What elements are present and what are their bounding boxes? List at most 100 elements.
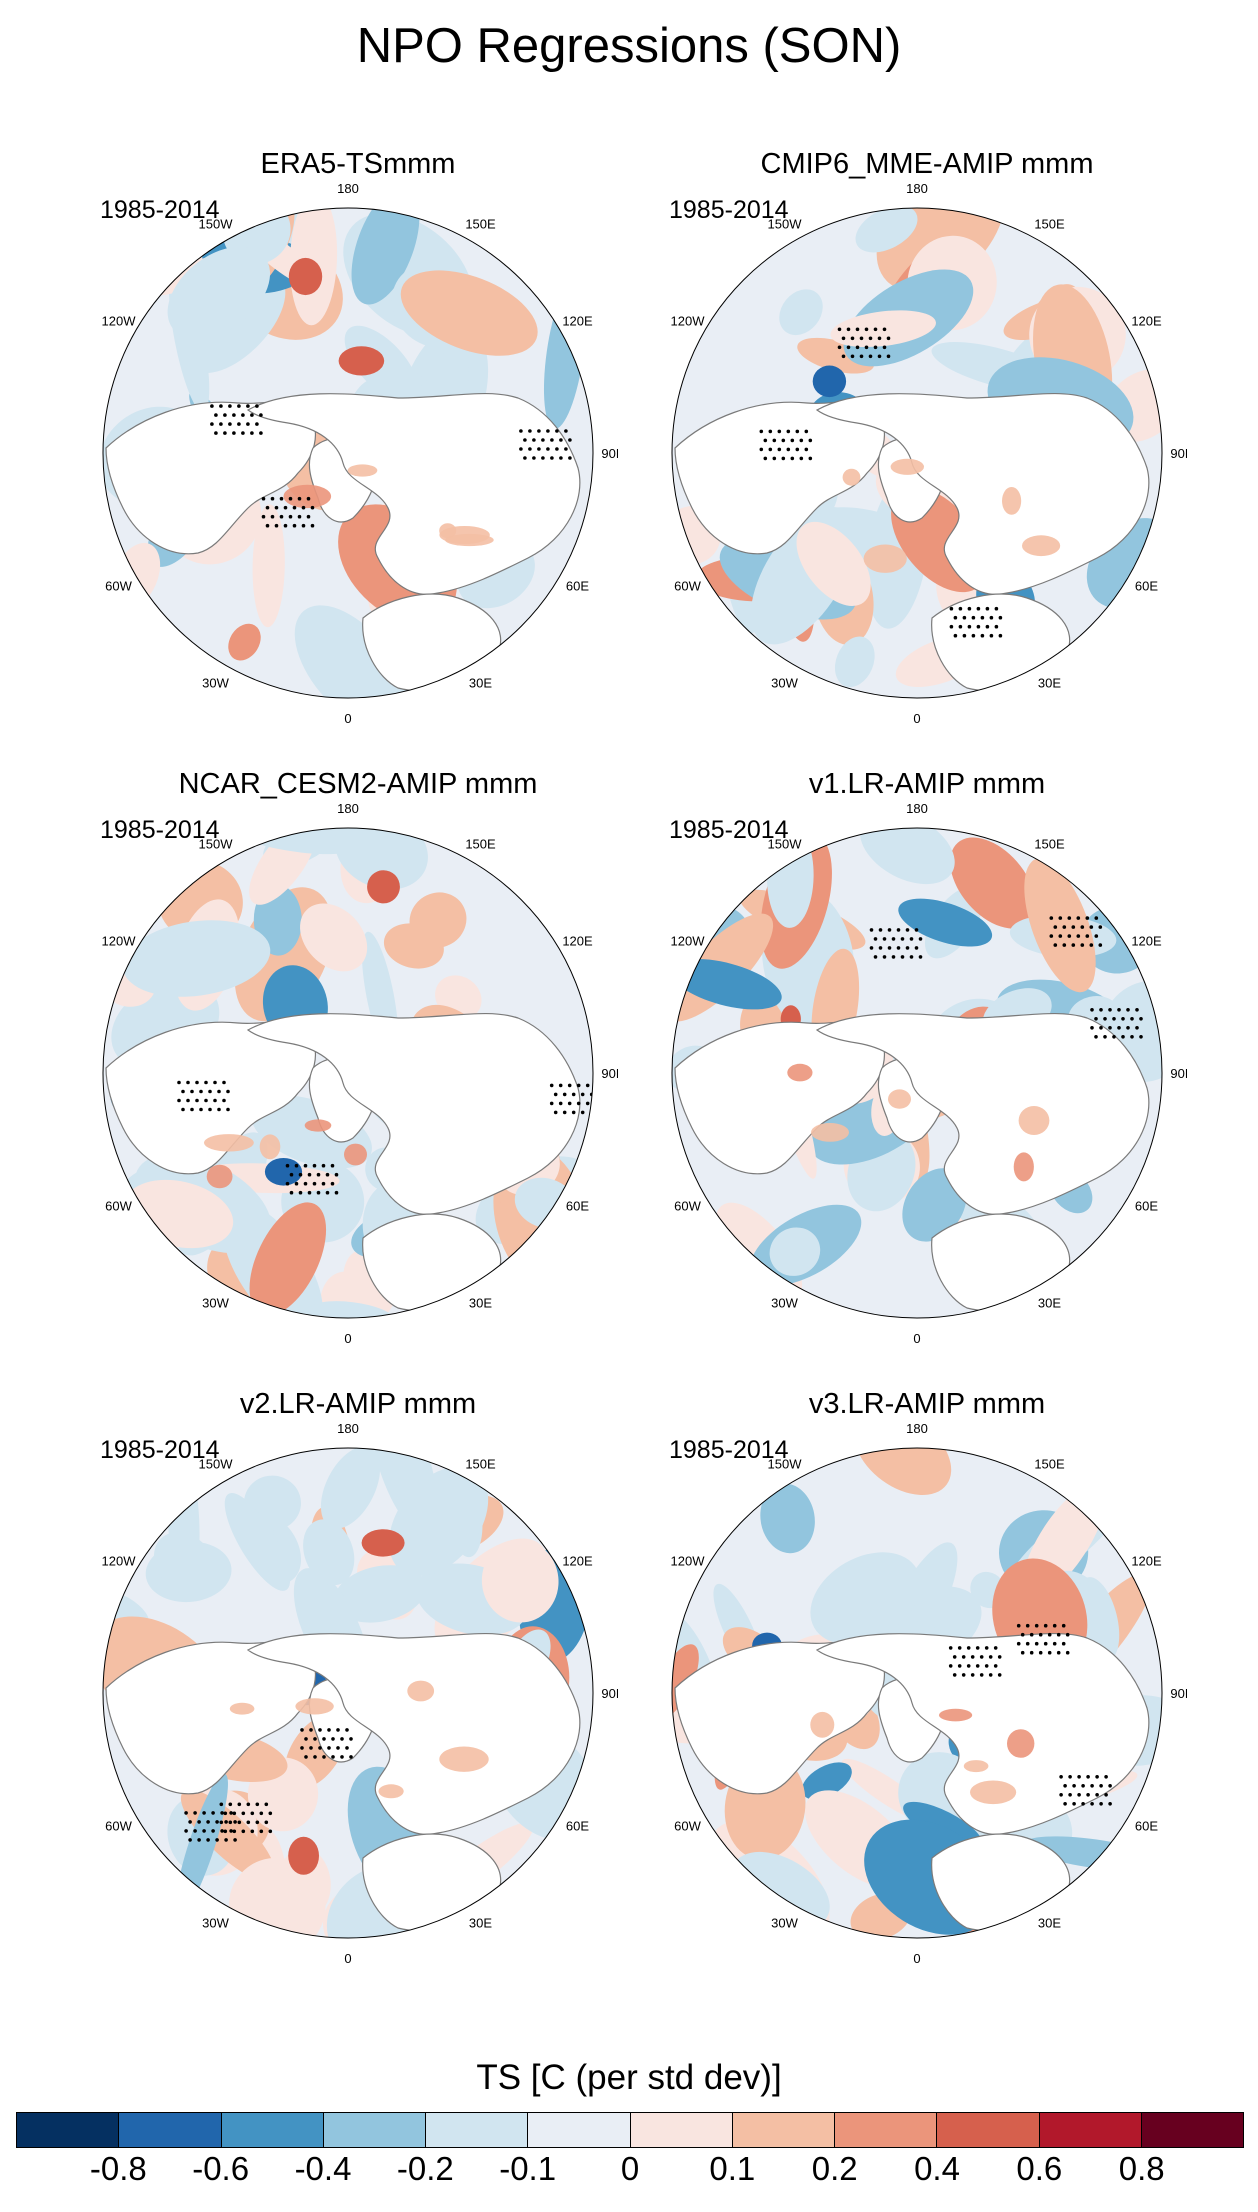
anomaly-region [855,208,918,253]
significance-dot [228,1820,233,1825]
significance-dot [226,1107,230,1112]
anomaly-core [338,346,385,376]
colorbar-tick-label: -0.8 [89,2150,147,2187]
significance-dot [181,1089,185,1094]
longitude-label: 120W [671,934,706,949]
significance-dot [979,1673,984,1677]
significance-dot [274,523,279,528]
anomaly-core [288,257,323,296]
significance-dot [228,404,232,408]
significance-dot [799,438,804,443]
significance-dot [1068,1775,1072,1779]
significance-dot [213,1098,217,1103]
significance-dot [1126,1026,1130,1030]
temperature-field [672,208,1162,698]
anomaly-region [801,1762,852,1800]
longitude-label: 60E [566,579,589,594]
significance-dot [184,1829,188,1833]
longitude-label: 120E [562,934,593,949]
significance-dot [988,1655,993,1659]
significance-dot [1090,1008,1094,1012]
land-anomaly [888,1089,911,1109]
land-anomaly [890,458,924,475]
significance-dot [261,496,266,501]
colorbar-swatch [835,2113,938,2147]
significance-dot [576,1083,581,1088]
significance-dot [190,1089,194,1094]
significance-dot [226,1089,230,1094]
significance-dot [1090,1802,1094,1806]
significance-dot [961,1673,966,1677]
significance-dot [1049,916,1054,920]
significance-dot [237,1820,242,1825]
significance-dot [979,1655,984,1659]
significance-dot [550,438,554,442]
significance-dot [859,336,864,341]
significance-dot [519,429,523,433]
significance-dot [1076,916,1081,920]
longitude-label: 30E [469,676,492,691]
map-boundary [102,1447,594,1939]
significance-dot [519,447,523,451]
significance-dot [223,413,227,417]
panel-title: CMIP6_MME-AMIP mmm [760,148,1094,180]
anomaly-region [950,837,1036,929]
significance-dot [855,345,860,350]
map-boundary [671,207,1163,699]
anomaly-region [672,958,782,1010]
significance-dot [219,1820,224,1825]
significance-dot [998,633,1003,638]
anomaly-region [400,270,538,356]
significance-dot [327,1746,331,1750]
significance-dot [298,1190,303,1195]
significance-dot [321,1181,326,1186]
land-anomaly [304,1119,332,1132]
significance-dot [202,1811,206,1815]
significance-dot [1095,1775,1099,1779]
colorbar-title: TS [C (per std dev)] [476,2058,782,2097]
significance-dot [971,633,976,638]
significance-dot [211,1829,215,1833]
significance-dot [891,937,896,941]
significance-dot [559,456,563,460]
significance-dot [585,1083,590,1088]
significance-dot [232,431,236,435]
significance-dot [259,1829,264,1834]
significance-dot [264,1820,269,1825]
land-mass [105,401,317,555]
significance-dot [961,1655,966,1659]
colorbar-swatch [937,2113,1040,2147]
significance-dot [546,429,550,433]
significance-dot [567,1083,572,1088]
significance-dot [188,1820,192,1824]
longitude-label: 150W [768,837,803,852]
significance-dot [1099,1802,1103,1806]
significance-dot [1099,1026,1103,1030]
significance-dot [214,431,218,435]
significance-dot [331,1755,335,1759]
anomaly-region [303,1519,355,1586]
colorbar-swatch [630,2113,733,2147]
significance-dot [958,606,963,611]
temperature-field [103,1448,593,1938]
colorbar-swatch [732,2113,835,2147]
longitude-label: 150E [465,1457,496,1472]
longitude-label: 60W [674,1819,701,1834]
significance-dot [265,523,270,528]
significance-dot [966,1664,971,1668]
longitude-label: 60W [105,579,132,594]
map-boundary [102,207,594,699]
significance-dot [233,1838,237,1842]
significance-dot [537,447,541,451]
significance-dot [1121,1035,1125,1039]
longitude-label: 150E [1034,837,1065,852]
anomaly-region [309,1301,394,1318]
significance-dot [984,1664,989,1668]
longitude-label: 150W [768,217,803,232]
significance-dot [229,1829,233,1833]
anomaly-region [409,892,467,948]
significance-dot [877,354,882,359]
significance-dot [250,1829,255,1834]
significance-dot [878,946,883,950]
significance-dot [228,1802,233,1807]
